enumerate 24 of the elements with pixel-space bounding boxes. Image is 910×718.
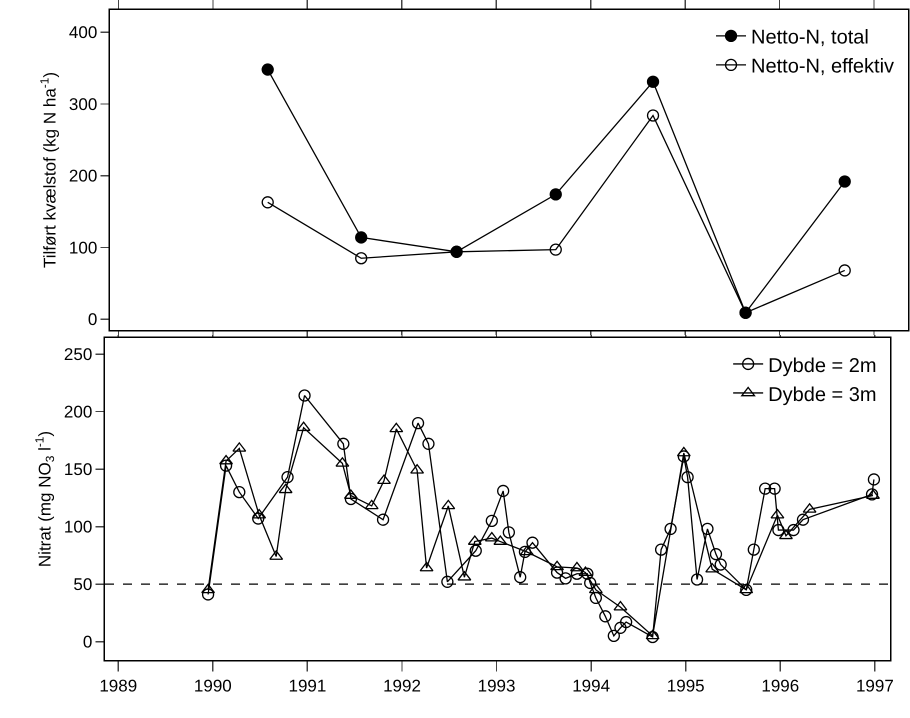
- x-tick-label: 1995: [666, 676, 705, 696]
- x-tick-label: 1990: [194, 676, 232, 696]
- legend-label: Dybde = 3m: [768, 384, 877, 406]
- y-tick-label: 200: [64, 402, 92, 422]
- y-tick-label: 100: [68, 238, 98, 258]
- x-tick-label: 1991: [288, 676, 326, 696]
- y-tick-label: 250: [64, 345, 92, 364]
- x-tick-label: 1994: [572, 676, 610, 696]
- legend-label: Netto-N, effektiv: [751, 56, 894, 78]
- y-tick-label: 300: [68, 94, 98, 114]
- legend-label: Dybde = 2m: [768, 354, 877, 377]
- y-tick-label: 400: [68, 23, 98, 42]
- x-tick-label: 1989: [99, 676, 138, 696]
- y-tick-label: 200: [68, 166, 98, 186]
- y-tick-label: 100: [64, 518, 92, 537]
- y-tick-label: 150: [64, 460, 92, 480]
- x-tick-label: 1996: [761, 676, 800, 696]
- x-tick-label: 1997: [856, 676, 894, 696]
- legend-label: Netto-N, total: [751, 26, 869, 49]
- y-tick-label: 0: [88, 310, 98, 330]
- x-tick-label: 1993: [478, 676, 516, 696]
- y-tick-label: 50: [73, 575, 92, 594]
- x-tick-label: 1992: [383, 676, 421, 696]
- y-tick-label: 0: [82, 632, 92, 652]
